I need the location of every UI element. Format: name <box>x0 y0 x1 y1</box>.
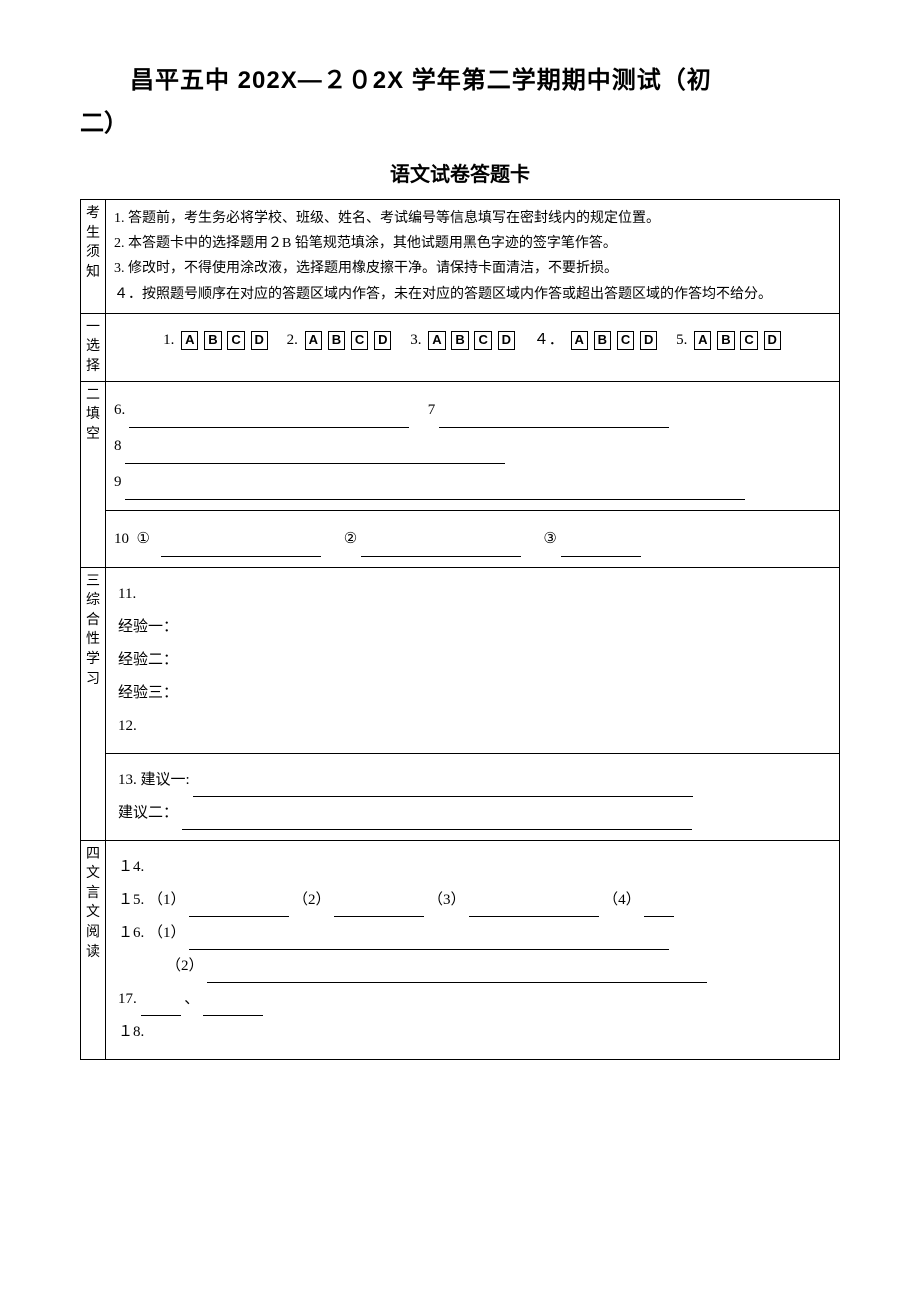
answer-blank[interactable] <box>182 812 692 830</box>
sub-number: （2） <box>293 892 331 908</box>
answer-blank[interactable] <box>561 539 641 557</box>
sub-number: ① <box>137 531 150 547</box>
sub-number: （1） <box>148 892 186 908</box>
option-bubble[interactable]: B <box>328 331 345 350</box>
answer-blank[interactable] <box>469 899 599 917</box>
option-bubble[interactable]: D <box>640 331 657 350</box>
answer-blank[interactable] <box>644 899 674 917</box>
q-number: 1. <box>163 332 174 348</box>
option-bubble[interactable]: C <box>740 331 757 350</box>
section2-side-label: 二填空 <box>81 381 106 567</box>
option-bubble[interactable]: A <box>181 331 198 350</box>
answer-blank[interactable] <box>129 410 409 428</box>
instruction-line: 3. 修改时，不得使用涂改液，选择题用橡皮擦干净。请保持卡面清洁，不要折损。 <box>114 256 831 281</box>
section2-q6-q7: 6. 7 8 9 <box>106 381 840 510</box>
section3-lower: 13. 建议一: 建议二： <box>106 753 840 840</box>
option-bubble[interactable]: D <box>764 331 781 350</box>
q-number: 5. <box>676 332 687 348</box>
q-number: 2. <box>287 332 298 348</box>
sub-number: （2） <box>166 958 204 974</box>
q-number: 17. <box>118 991 137 1007</box>
answer-blank[interactable] <box>125 446 505 464</box>
q-number: １4. <box>118 851 827 884</box>
answer-blank[interactable] <box>141 1000 181 1016</box>
section3-upper: 11. 经验一： 经验二： 经验三： 12. <box>106 567 840 753</box>
sub-number: ③ <box>543 531 556 547</box>
answer-blank[interactable] <box>161 539 321 557</box>
answer-blank[interactable] <box>361 539 521 557</box>
section2-q10: 10 ① ② ③ <box>106 510 840 567</box>
section4-side-label: 四文言文阅读 <box>81 840 106 1059</box>
q-number: １8. <box>118 1016 827 1049</box>
sub-number: （3） <box>428 892 466 908</box>
answer-sheet-table: 考生须知 1. 答题前，考生务必将学校、班级、姓名、考试编号等信息填写在密封线内… <box>80 199 840 1060</box>
answer-blank[interactable] <box>203 998 263 1016</box>
q-number: 9 <box>114 474 122 490</box>
instruction-line: 1. 答题前，考生务必将学校、班级、姓名、考试编号等信息填写在密封线内的规定位置… <box>114 206 831 231</box>
option-bubble[interactable]: C <box>227 331 244 350</box>
option-bubble[interactable]: A <box>305 331 322 350</box>
option-bubble[interactable]: A <box>694 331 711 350</box>
q-number: 3. <box>410 332 421 348</box>
answer-blank[interactable] <box>193 779 693 797</box>
option-bubble[interactable]: C <box>474 331 491 350</box>
q-number: １6. <box>118 925 144 941</box>
option-bubble[interactable]: B <box>717 331 734 350</box>
separator-dot: 、 <box>184 991 199 1007</box>
q-number: 7 <box>428 402 436 418</box>
section1-choices: 1. A B C D 2. A B C D 3. A B C D ４． A B … <box>106 313 840 381</box>
answer-blank[interactable] <box>439 410 669 428</box>
option-bubble[interactable]: C <box>351 331 368 350</box>
option-bubble[interactable]: A <box>571 331 588 350</box>
page-subtitle: 语文试卷答题卡 <box>80 158 840 187</box>
instruction-line: ４．按照题号顺序在对应的答题区域内作答，未在对应的答题区域内作答或超出答题区域的… <box>114 282 831 307</box>
option-bubble[interactable]: B <box>451 331 468 350</box>
page-title-line1: 昌平五中 202X—２０2X 学年第二学期期中测试（初 <box>80 60 840 95</box>
sub-number: （1） <box>148 925 186 941</box>
exp-label: 经验一： <box>118 611 827 644</box>
instructions-side-label: 考生须知 <box>81 200 106 314</box>
option-bubble[interactable]: D <box>498 331 515 350</box>
exp-label: 经验二： <box>118 644 827 677</box>
q-number: 6. <box>114 402 125 418</box>
q13-label: 13. 建议一: <box>118 772 190 788</box>
q-number: 11. <box>118 578 827 611</box>
option-bubble[interactable]: D <box>251 331 268 350</box>
option-bubble[interactable]: B <box>204 331 221 350</box>
exp-label: 经验三： <box>118 677 827 710</box>
section1-side-label: 一选择 <box>81 313 106 381</box>
sug2-label: 建议二： <box>118 805 178 821</box>
q-number: 12. <box>118 710 827 743</box>
q-number: 8 <box>114 438 122 454</box>
section4-content: １4. １5. （1） （2） （3） （4） １6. （1） （2） 17. … <box>106 840 840 1059</box>
instructions-cell: 1. 答题前，考生务必将学校、班级、姓名、考试编号等信息填写在密封线内的规定位置… <box>106 200 840 314</box>
instruction-line: 2. 本答题卡中的选择题用２B 铅笔规范填涂，其他试题用黑色字迹的签字笔作答。 <box>114 231 831 256</box>
q-number: ４． <box>534 332 564 348</box>
option-bubble[interactable]: D <box>374 331 391 350</box>
answer-blank[interactable] <box>189 932 669 950</box>
option-bubble[interactable]: A <box>428 331 445 350</box>
sub-number: （4） <box>603 892 641 908</box>
option-bubble[interactable]: B <box>594 331 611 350</box>
answer-blank[interactable] <box>334 899 424 917</box>
q-number: １5. <box>118 892 144 908</box>
page-title-line2: 二） <box>80 103 840 138</box>
sub-number: ② <box>344 531 357 547</box>
option-bubble[interactable]: C <box>617 331 634 350</box>
q-number: 10 <box>114 531 129 547</box>
answer-blank[interactable] <box>125 482 745 500</box>
section3-side-label: 三综合性学习 <box>81 567 106 840</box>
answer-blank[interactable] <box>207 965 707 983</box>
answer-blank[interactable] <box>189 899 289 917</box>
